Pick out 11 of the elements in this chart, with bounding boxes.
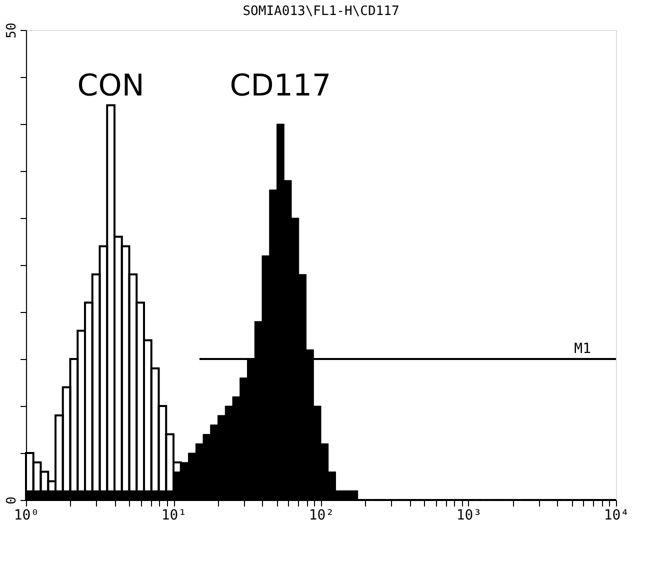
- legend-label: CON: [77, 68, 144, 104]
- series-label: CD117: [230, 68, 332, 104]
- x-tick-label: 10²: [308, 508, 334, 524]
- x-tick-label: 10⁴: [604, 508, 630, 524]
- chart-title: SOMIA013\FL1-H\CD117: [242, 4, 400, 20]
- series-label: M1: [574, 341, 591, 357]
- x-tick-label: 10⁰: [14, 508, 40, 524]
- y-tick-label: 50: [4, 22, 20, 38]
- x-tick-label: 10¹: [161, 508, 187, 524]
- y-tick-label: 0: [4, 496, 20, 504]
- x-tick-label: 10³: [456, 508, 482, 524]
